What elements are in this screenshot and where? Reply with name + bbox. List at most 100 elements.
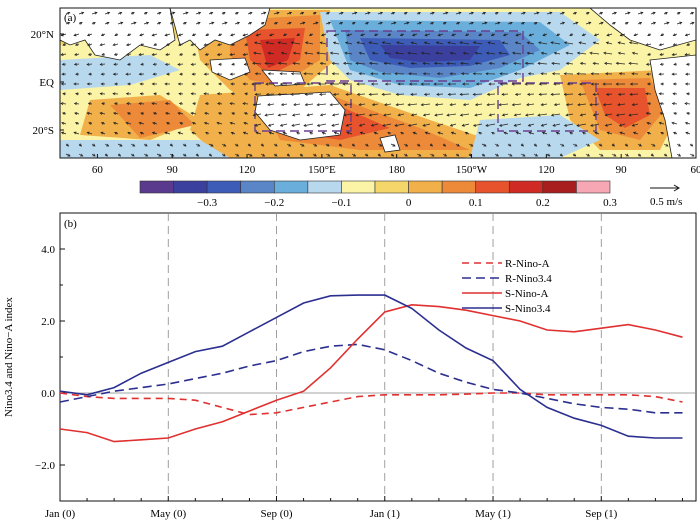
wind-arrow-head (317, 72, 321, 76)
wind-arrow-head (319, 41, 323, 45)
wind-arrow (177, 63, 184, 65)
map-y-tick-label: 20°N (31, 29, 54, 41)
wind-arrow-head (211, 21, 215, 25)
wind-arrow (169, 12, 175, 15)
wind-arrow-head (486, 103, 490, 107)
wind-arrow-head (628, 61, 632, 65)
wind-arrow-head (190, 62, 194, 66)
wind-arrow-head (197, 21, 201, 25)
wind-arrow-head (156, 143, 161, 147)
wind-arrow-head (125, 92, 129, 96)
wind-arrow-head (74, 112, 78, 115)
wind-arrow-head (230, 33, 234, 37)
wind-arrow (604, 62, 613, 65)
wind-arrow-head (553, 51, 557, 55)
wind-arrow-head (262, 153, 266, 157)
wind-arrow-head (178, 43, 182, 47)
wind-arrow-head (381, 72, 385, 76)
wind-arrow-head (561, 143, 565, 147)
wind-arrow-head (563, 41, 568, 45)
wind-arrow (305, 93, 314, 95)
wind-arrow-head (280, 51, 285, 55)
wind-arrow (384, 52, 392, 55)
wind-arrow-head (436, 123, 440, 127)
wind-arrow-head (60, 102, 64, 106)
wind-arrow-head (404, 12, 408, 15)
wind-arrow (629, 42, 639, 45)
wind-arrow (499, 123, 509, 127)
wind-arrow (646, 63, 652, 65)
wind-arrow (429, 12, 435, 15)
wind-arrow-head (464, 131, 468, 135)
wind-arrow-head (565, 113, 569, 117)
east-box (497, 82, 597, 132)
wind-arrow-head (399, 33, 404, 37)
wind-arrow-head (379, 143, 383, 147)
wind-arrow-head (94, 11, 98, 15)
wind-arrow (526, 103, 535, 106)
wind-arrow-head (423, 41, 428, 45)
wind-arrow-head (204, 102, 209, 106)
wind-arrow-head (605, 41, 609, 45)
wind-arrow-head (547, 143, 551, 147)
wind-arrow-head (602, 103, 606, 107)
wind-arrow-head (450, 131, 454, 135)
wind-arrow (650, 12, 656, 15)
wind-arrow-head (365, 21, 370, 25)
wind-arrow (447, 42, 457, 45)
x-tick-label: May (1) (475, 508, 511, 520)
y-axis-label: Nino3.4 and Nino−A index (3, 297, 15, 417)
wind-arrow (369, 93, 379, 95)
wind-arrow (204, 122, 210, 125)
wind-arrow-head (183, 153, 187, 157)
wind-arrow (498, 52, 509, 55)
wind-arrow-head (235, 12, 239, 15)
wind-arrow-head (478, 131, 482, 135)
wind-arrow-head (407, 123, 412, 127)
wind-arrow-head (88, 72, 92, 76)
wind-arrow (473, 123, 483, 127)
wind-arrow (607, 132, 613, 135)
wind-arrow (126, 53, 132, 56)
wind-arrow (473, 93, 483, 95)
wind-arrow-head (261, 22, 265, 25)
wind-arrow (487, 42, 496, 45)
wind-arrow-head (370, 72, 374, 76)
wind-arrow-head (277, 92, 281, 96)
wind-arrow (281, 52, 288, 55)
wind-arrow (512, 103, 522, 106)
wind-arrow (489, 113, 496, 116)
wind-arrow-head (195, 153, 200, 157)
wind-arrow (616, 113, 626, 116)
wind-arrow-head (165, 52, 169, 56)
wind-arrow (542, 132, 548, 135)
wind-arrow (515, 42, 522, 45)
wind-arrow-head (104, 153, 109, 157)
wind-arrow-head (475, 82, 479, 86)
series-line-r-nino-a (59, 392, 683, 416)
wind-arrow-head (119, 143, 123, 147)
wind-arrow-head (569, 33, 573, 36)
wind-arrow (412, 33, 418, 36)
wind-arrow-head (360, 33, 364, 37)
wind-arrow-head (488, 113, 492, 117)
wind-arrow-head (268, 131, 272, 135)
wind-arrow-head (652, 21, 657, 25)
wind-arrow-head (255, 131, 259, 135)
wind-arrow-head (646, 131, 650, 135)
wind-arrow (394, 123, 405, 127)
wind-arrow (269, 132, 275, 135)
wind-arrow (633, 132, 639, 135)
wind-arrow (424, 33, 431, 36)
wind-arrow (61, 132, 67, 135)
wind-arrow-head (66, 143, 70, 147)
wind-arrow (566, 113, 574, 116)
wind-arrow (156, 153, 162, 157)
line-panel: (b) −2.00.02.04.0 Jan (0) May (0) Sep (0) J… (3, 212, 697, 520)
wind-arrow-head (600, 21, 604, 25)
wind-arrow (589, 52, 600, 55)
map-x-tick-label: 150°E (308, 164, 336, 176)
wind-arrow-head (540, 123, 544, 127)
wind-arrow (65, 153, 71, 157)
wind-arrow (577, 103, 587, 106)
